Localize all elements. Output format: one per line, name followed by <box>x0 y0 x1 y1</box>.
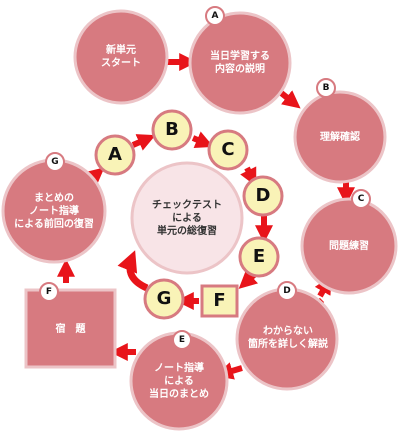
arrow-a-to-b <box>278 89 301 109</box>
tag-d <box>277 281 297 301</box>
tag-a-letter: A <box>211 11 219 21</box>
step-start-label: 新単元 スタート <box>101 45 141 69</box>
tag-a <box>205 6 225 26</box>
bubble-b-letter: B <box>165 119 179 140</box>
box-inner-f <box>200 284 239 318</box>
tag-c-letter: C <box>357 194 365 204</box>
step-tags <box>39 6 371 350</box>
tag-b-letter: B <box>322 83 330 93</box>
arrow-g-to-center <box>117 250 149 292</box>
center-circle <box>130 161 244 275</box>
step-g-label: まとめの ノート指導 による前回の復習 <box>14 192 94 230</box>
bubble-d <box>242 175 284 217</box>
bubble-a <box>94 134 136 176</box>
circle-c <box>300 197 398 295</box>
box-f <box>24 288 117 369</box>
bubble-a-letter: A <box>108 144 122 165</box>
bubble-f-letter: F <box>213 290 226 311</box>
outer-step-circles <box>1 9 398 431</box>
circle-b <box>293 90 387 184</box>
arrow-inner-c-to-d <box>240 166 257 187</box>
tag-f-letter: F <box>45 287 53 297</box>
tag-g <box>45 152 65 172</box>
tag-d-letter: D <box>283 286 291 296</box>
center-label: チェックテスト による 単元の総復習 <box>152 199 222 237</box>
bubble-c <box>207 129 249 171</box>
circle-a <box>188 11 292 115</box>
tag-g-letter: G <box>51 157 59 167</box>
arrow-inner-b-to-c <box>191 131 214 149</box>
step-f-label: 宿 題 <box>55 323 86 335</box>
step-e-label: ノート指導 による 当日のまとめ <box>149 362 209 400</box>
bubble-g <box>143 278 185 320</box>
bubble-d-letter: D <box>255 185 271 206</box>
tag-e-letter: E <box>178 335 186 345</box>
step-a-label: 当日学習する 内容の説明 <box>210 51 270 75</box>
tag-f <box>39 282 59 302</box>
bubble-e-letter: E <box>252 246 266 267</box>
tag-e <box>172 330 192 350</box>
tag-c <box>351 189 371 209</box>
circle-start <box>73 9 169 105</box>
bubble-b <box>151 109 193 151</box>
inner-bubbles <box>94 109 284 320</box>
step-c-label: 問題練習 <box>329 240 369 252</box>
bubble-g-letter: G <box>156 288 172 309</box>
step-b-label: 理解確認 <box>320 131 360 143</box>
bubble-c-letter: C <box>221 139 235 160</box>
bubble-e <box>238 236 280 278</box>
arrow-inner-a-to-b <box>131 134 156 151</box>
tag-b <box>316 78 336 98</box>
step-d-label: わからない 箇所を詳しく解説 <box>248 326 328 350</box>
